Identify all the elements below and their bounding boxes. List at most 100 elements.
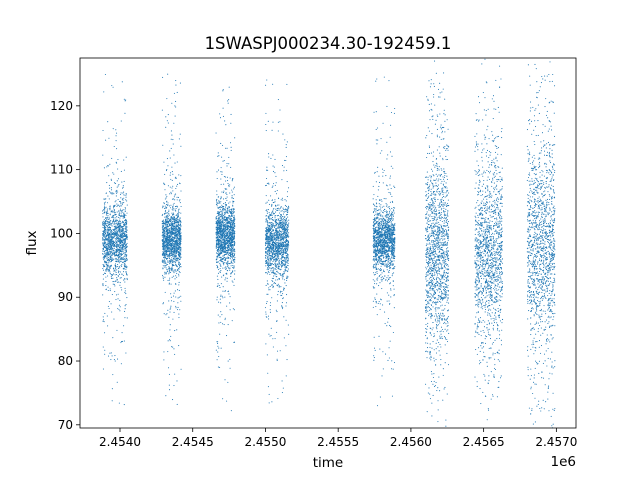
scatter-point	[105, 285, 107, 287]
scatter-point	[171, 346, 173, 348]
scatter-point	[232, 231, 234, 233]
scatter-point	[117, 204, 119, 206]
scatter-point	[282, 208, 285, 210]
scatter-point	[105, 263, 107, 265]
scatter-point	[164, 271, 166, 273]
scatter-point	[229, 244, 231, 246]
scatter-point	[169, 329, 171, 331]
scatter-point	[165, 249, 168, 251]
scatter-point	[218, 230, 220, 232]
scatter-point	[103, 266, 105, 268]
scatter-point	[233, 309, 235, 311]
scatter-point	[224, 219, 226, 222]
scatter-point	[120, 197, 122, 199]
scatter-point	[107, 270, 109, 272]
scatter-point	[109, 288, 111, 290]
scatter-point	[217, 278, 219, 280]
scatter-point	[124, 207, 126, 209]
scatter-point	[123, 222, 125, 224]
scatter-point	[271, 199, 274, 201]
scatter-point	[102, 274, 104, 276]
scatter-point	[224, 188, 226, 190]
scatter-point	[110, 257, 112, 259]
scatter-point	[112, 277, 114, 279]
scatter-point	[227, 180, 229, 182]
scatter-point	[106, 250, 108, 252]
scatter-point	[102, 226, 104, 228]
scatter-point	[170, 216, 172, 218]
scatter-point	[119, 239, 121, 241]
scatter-point	[123, 255, 125, 257]
scatter-point	[278, 222, 280, 224]
scatter-point	[113, 173, 115, 175]
scatter-point	[163, 161, 165, 163]
scatter-point	[171, 232, 173, 234]
scatter-point	[216, 296, 218, 298]
scatter-point	[222, 249, 224, 251]
scatter-point	[118, 262, 120, 264]
scatter-point	[125, 244, 127, 246]
scatter-point	[216, 285, 218, 287]
scatter-point	[224, 243, 226, 245]
scatter-point	[227, 381, 229, 383]
scatter-point	[219, 206, 221, 208]
scatter-point	[113, 358, 115, 361]
scatter-point	[124, 317, 126, 319]
scatter-point	[105, 236, 107, 238]
scatter-point	[165, 267, 167, 269]
scatter-point	[106, 223, 108, 225]
scatter-point	[119, 255, 121, 257]
scatter-point	[216, 198, 218, 201]
scatter-point	[231, 195, 233, 197]
scatter-point	[164, 207, 166, 210]
scatter-point	[108, 265, 110, 267]
scatter-point	[219, 250, 221, 252]
scatter-point	[119, 242, 121, 244]
scatter-point	[117, 267, 119, 269]
scatter-point	[225, 258, 227, 260]
scatter-point	[105, 255, 107, 257]
scatter-point	[166, 239, 168, 241]
scatter-point	[118, 244, 120, 246]
scatter-point	[178, 271, 180, 273]
scatter-point	[125, 227, 127, 229]
scatter-point	[278, 221, 280, 223]
scatter-point	[216, 242, 218, 244]
scatter-point	[228, 186, 230, 188]
scatter-point	[108, 243, 110, 245]
scatter-point	[109, 252, 111, 254]
scatter-point	[108, 248, 110, 250]
scatter-point	[123, 404, 125, 406]
scatter-point	[233, 260, 235, 262]
scatter-point	[217, 250, 219, 252]
scatter-point	[122, 228, 124, 230]
scatter-point	[170, 234, 173, 236]
scatter-point	[172, 240, 174, 242]
scatter-point	[229, 237, 231, 239]
scatter-point	[111, 222, 113, 225]
scatter-point	[125, 255, 128, 257]
scatter-point	[177, 232, 179, 234]
scatter-point	[234, 252, 236, 254]
scatter-point	[222, 255, 224, 257]
scatter-point	[178, 265, 180, 267]
scatter-point	[233, 284, 235, 286]
scatter-point	[218, 347, 220, 349]
scatter-point	[221, 224, 223, 226]
scatter-point	[228, 206, 230, 208]
scatter-point	[114, 236, 116, 238]
scatter-point	[230, 226, 232, 228]
scatter-point	[111, 251, 113, 253]
scatter-point	[215, 247, 217, 249]
scatter-point	[227, 324, 229, 326]
scatter-point	[170, 296, 172, 298]
scatter-point	[171, 235, 173, 237]
scatter-point	[164, 228, 166, 230]
scatter-point	[172, 295, 175, 297]
scatter-point	[121, 226, 123, 228]
scatter-point	[110, 234, 112, 236]
scatter-point	[163, 233, 165, 235]
scatter-point	[221, 231, 224, 233]
scatter-point	[265, 257, 267, 259]
scatter-point	[221, 214, 223, 216]
